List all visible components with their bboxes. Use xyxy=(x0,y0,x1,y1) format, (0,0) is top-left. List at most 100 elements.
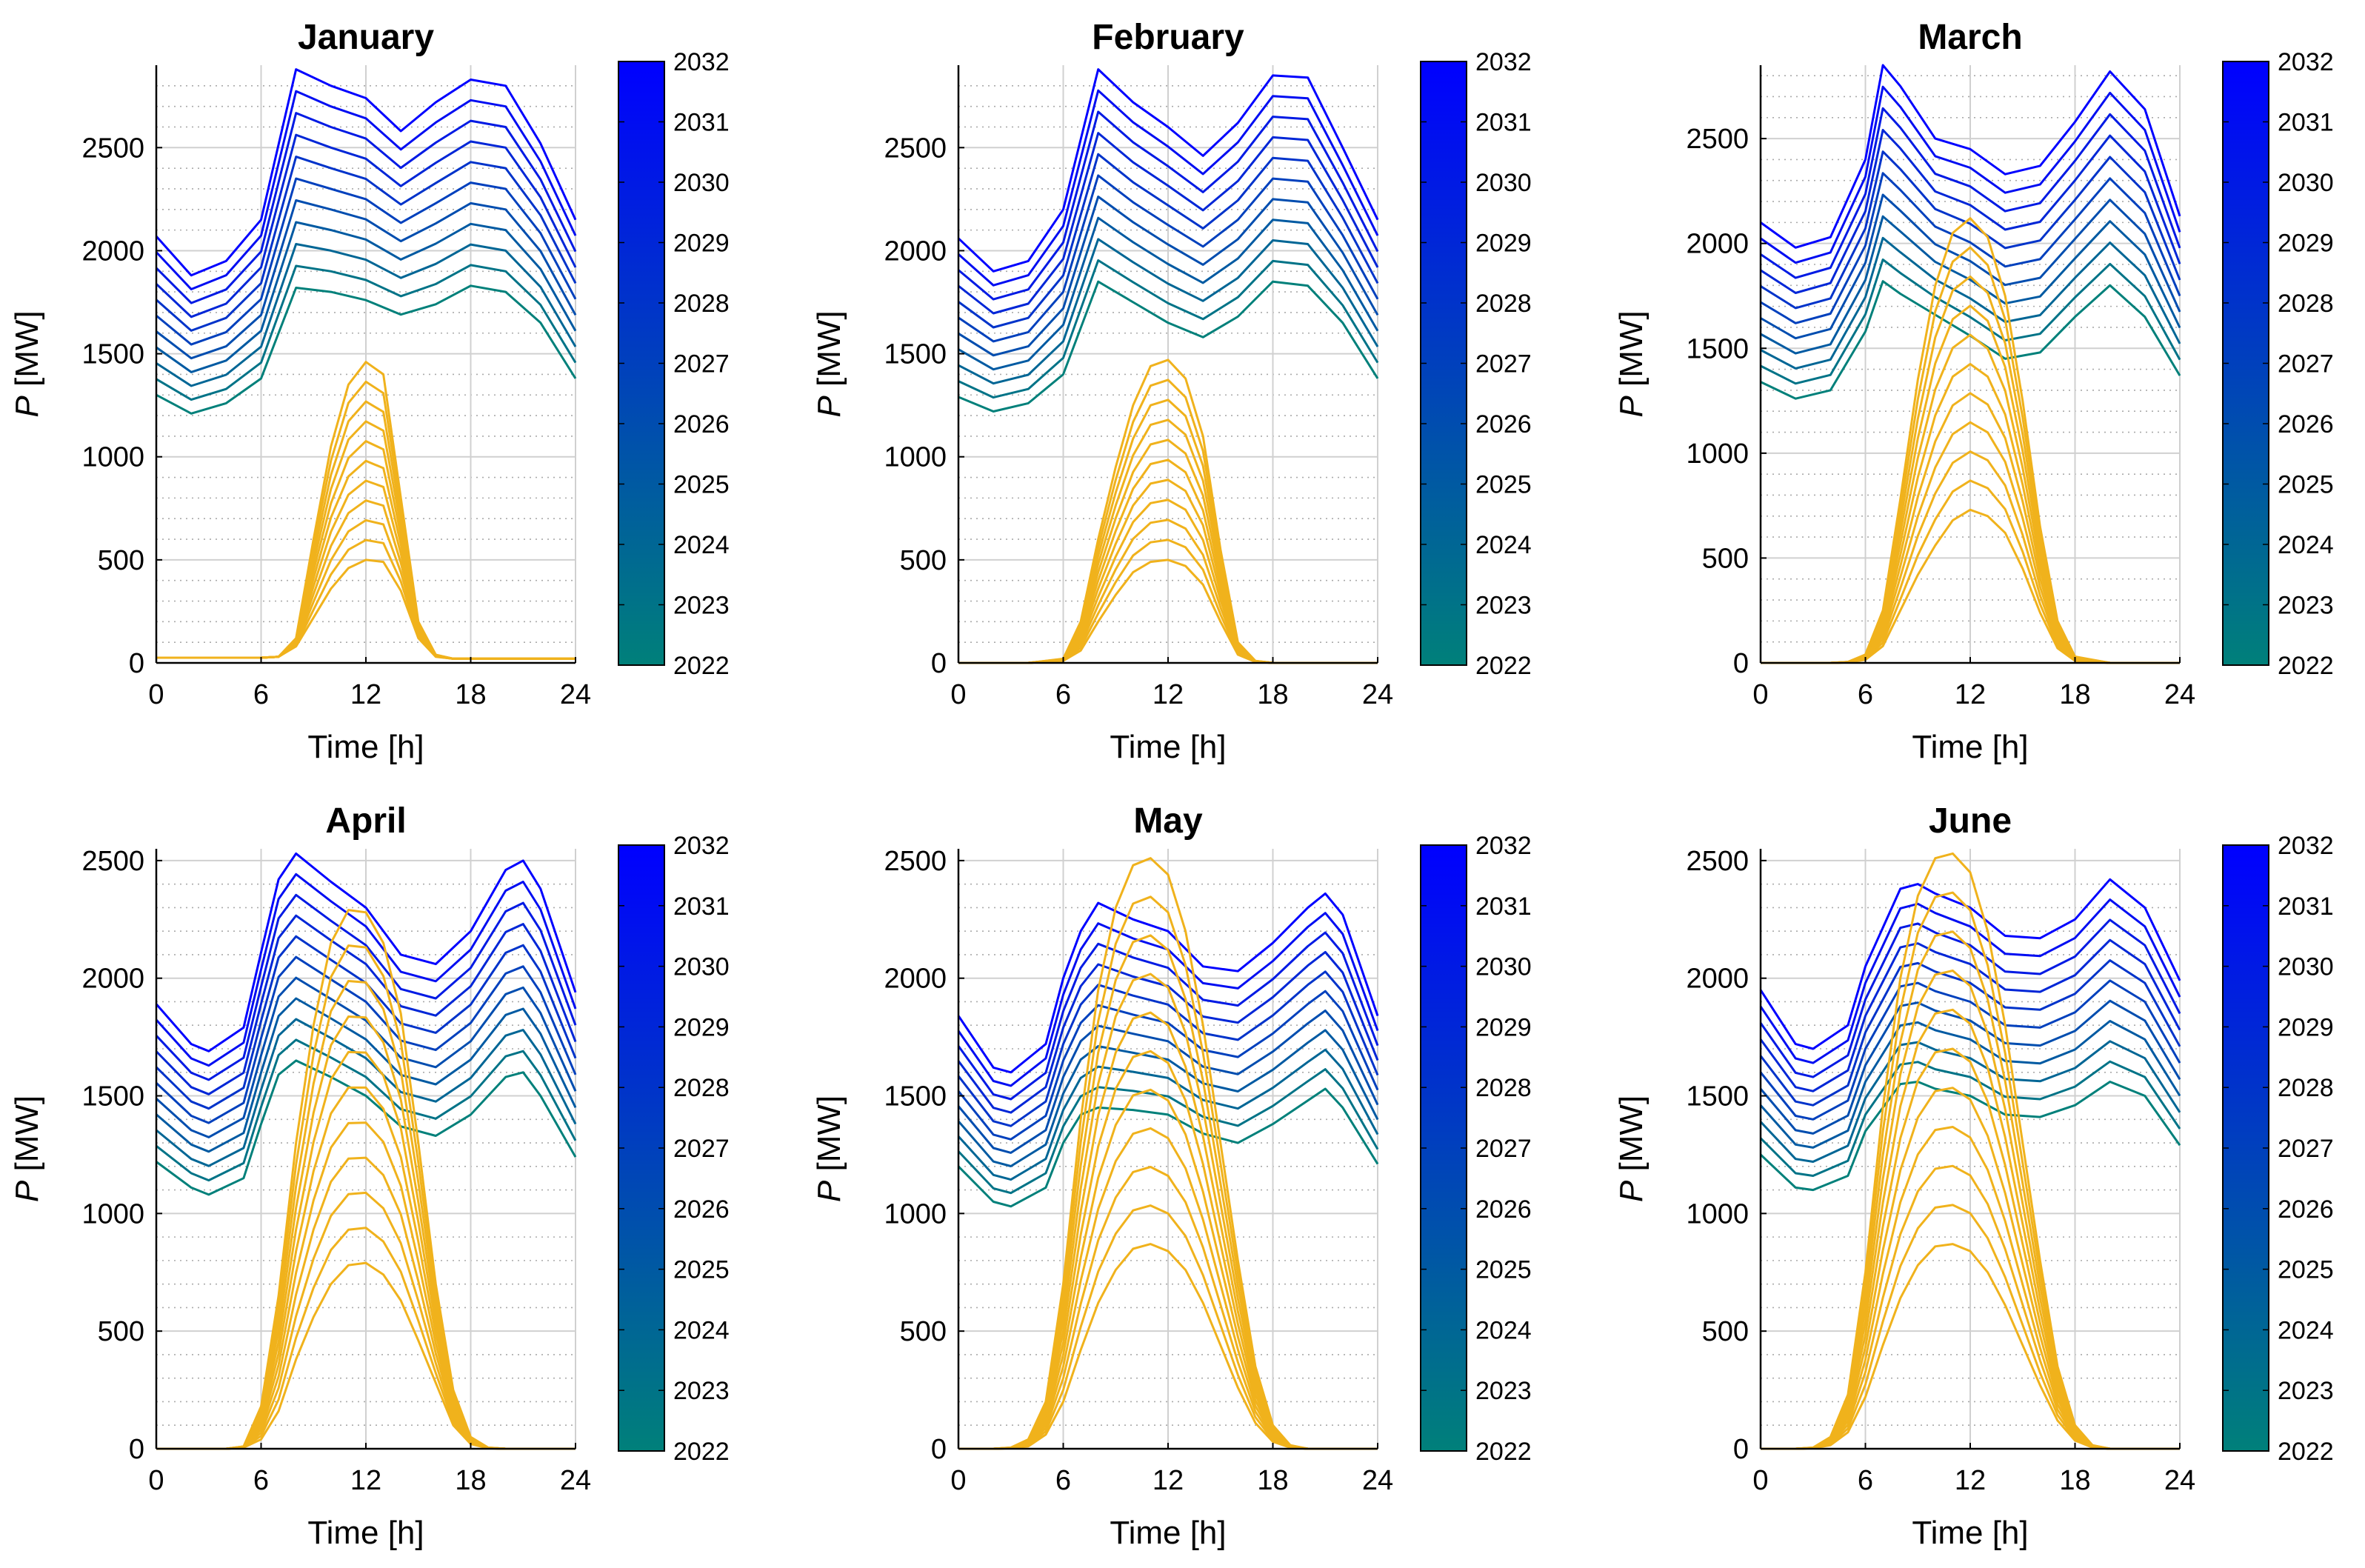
x-tick-label: 24 xyxy=(2164,1465,2195,1496)
colorbar-label: 2027 xyxy=(2278,1135,2334,1163)
demand-line-2031 xyxy=(957,912,1379,1087)
y-tick-label: 2000 xyxy=(1686,964,1749,995)
colorbar: 2022 2023 2024 2025 2026 2027 2028 2029 2030 2031… xyxy=(2222,832,2334,1466)
colorbar-label: 2028 xyxy=(2278,290,2334,318)
colorbar-label: 2024 xyxy=(673,531,730,559)
colorbar-label: 2023 xyxy=(2278,1377,2334,1405)
chart-title: April xyxy=(325,801,406,841)
x-tick-label: 12 xyxy=(350,679,381,710)
chart-title: February xyxy=(1092,18,1244,57)
colorbar-label: 2028 xyxy=(2278,1074,2334,1102)
colorbar-label: 2032 xyxy=(1475,48,1532,76)
y-tick-label: 1000 xyxy=(884,1198,947,1230)
x-tick-label: 18 xyxy=(2059,679,2090,710)
solar-line-2032 xyxy=(1761,852,2180,1450)
x-tick-label: 18 xyxy=(1257,679,1288,710)
demand-line-2022 xyxy=(1759,1081,2181,1192)
colorbar-label: 2031 xyxy=(1475,893,1532,921)
x-tick-label: 6 xyxy=(253,1465,269,1496)
x-tick-label: 6 xyxy=(1055,1465,1071,1496)
colorbar-label: 2031 xyxy=(673,109,730,137)
y-axis-label-space xyxy=(9,387,45,396)
colorbar-label: 2024 xyxy=(1475,1316,1532,1344)
colorbar-label: 2023 xyxy=(1475,592,1532,620)
x-tick-label: 24 xyxy=(560,1465,591,1496)
y-tick-label: 2500 xyxy=(81,133,144,164)
y-tick-label: 1500 xyxy=(884,1081,947,1112)
colorbar-label: 2022 xyxy=(2278,652,2334,680)
demand-line-2022 xyxy=(1760,280,2181,400)
colorbar-label: 2026 xyxy=(673,410,730,438)
colorbar-label: 2031 xyxy=(2278,109,2334,137)
x-tick-label: 12 xyxy=(1955,1465,1986,1496)
x-tick-label: 18 xyxy=(455,679,486,710)
demand-line-2031 xyxy=(155,90,577,290)
x-tick-label: 24 xyxy=(2164,679,2195,710)
y-axis-label-space xyxy=(811,387,847,396)
y-tick-label: 1500 xyxy=(1686,333,1749,364)
y-axis-label-space xyxy=(9,1172,45,1181)
y-axis-label-var: P xyxy=(811,1180,847,1202)
x-axis-label: Time [h] xyxy=(307,729,424,765)
y-tick-label: 500 xyxy=(1702,1316,1749,1347)
demand-line-2032 xyxy=(1760,64,2181,249)
x-tick-label: 18 xyxy=(455,1465,486,1496)
colorbar-label: 2027 xyxy=(2278,350,2334,378)
x-tick-label: 24 xyxy=(1362,679,1393,710)
y-tick-label: 500 xyxy=(98,1316,144,1347)
y-tick-label: 1000 xyxy=(884,442,947,473)
demand-line-2023 xyxy=(156,264,577,401)
demand-line-2029 xyxy=(155,133,577,318)
colorbar-label: 2027 xyxy=(673,350,730,378)
colorbar-label: 2027 xyxy=(1475,350,1532,378)
y-axis-label-unit: [MW] xyxy=(811,310,847,387)
x-tick-label: 6 xyxy=(1055,679,1071,710)
demand-line-2030 xyxy=(1759,918,2181,1078)
colorbar-label: 2029 xyxy=(1475,1013,1532,1041)
y-axis-label-var: P xyxy=(1613,1180,1650,1202)
demand-line-2028 xyxy=(1759,959,2181,1107)
panel-may: 0 6 12 18 24 0 500 1000 1500 2000 2500 May Time [h] P… xyxy=(811,801,1532,1551)
colorbar: 2022 2023 2024 2025 2026 2027 2028 2029 2030 2031… xyxy=(618,48,730,680)
colorbar-label: 2025 xyxy=(673,471,730,499)
colorbar-label: 2028 xyxy=(673,1074,730,1102)
solar-line-2032 xyxy=(958,857,1378,1450)
y-axis-label-var: P xyxy=(811,396,847,418)
colorbar-label: 2029 xyxy=(2278,230,2334,258)
colorbar-label: 2031 xyxy=(2278,893,2334,921)
solar-line-2032 xyxy=(156,909,576,1450)
x-axis-label: Time [h] xyxy=(1110,1515,1226,1551)
colorbar-label: 2032 xyxy=(673,48,730,76)
demand-line-2025 xyxy=(957,1029,1379,1167)
demand-line-2025 xyxy=(156,997,577,1153)
colorbar-label: 2030 xyxy=(1475,953,1532,981)
demand-line-2027 xyxy=(958,174,1379,343)
colorbar-label: 2025 xyxy=(2278,471,2334,499)
demand-line-2023 xyxy=(1760,258,2181,385)
colorbar-label: 2029 xyxy=(2278,1013,2334,1041)
demand-line-2030 xyxy=(957,931,1379,1101)
panel-march: 0 6 12 18 24 0 500 1000 1500 2000 2500 March Time [h… xyxy=(1613,18,2334,765)
y-axis-label-unit: [MW] xyxy=(1613,1095,1650,1172)
y-tick-label: 2000 xyxy=(81,236,144,267)
y-tick-label: 1500 xyxy=(81,1081,144,1112)
demand-line-2028 xyxy=(1760,150,2181,310)
x-tick-label: 12 xyxy=(350,1465,381,1496)
demand-line-2030 xyxy=(1760,107,2181,279)
colorbar-gradient xyxy=(1420,844,1467,1452)
y-axis-label-space xyxy=(1613,387,1650,396)
x-tick-label: 0 xyxy=(148,679,164,710)
x-tick-label: 18 xyxy=(2059,1465,2090,1496)
demand-line-2022 xyxy=(156,284,577,415)
panel-april: 0 6 12 18 24 0 500 1000 1500 2000 2500 April Time [h… xyxy=(9,801,730,1551)
colorbar-label: 2023 xyxy=(673,1377,730,1405)
demand-line-2031 xyxy=(1759,898,2181,1064)
colorbar-label: 2024 xyxy=(1475,531,1532,559)
colorbar-label: 2025 xyxy=(2278,1256,2334,1284)
demand-line-2026 xyxy=(1760,193,2181,340)
demand-line-2026 xyxy=(957,1010,1379,1154)
colorbar-label: 2028 xyxy=(673,290,730,318)
demand-line-2030 xyxy=(155,112,577,304)
colorbar: 2022 2023 2024 2025 2026 2027 2028 2029 2030 2031… xyxy=(2222,48,2334,680)
y-tick-label: 1000 xyxy=(1686,1198,1749,1230)
